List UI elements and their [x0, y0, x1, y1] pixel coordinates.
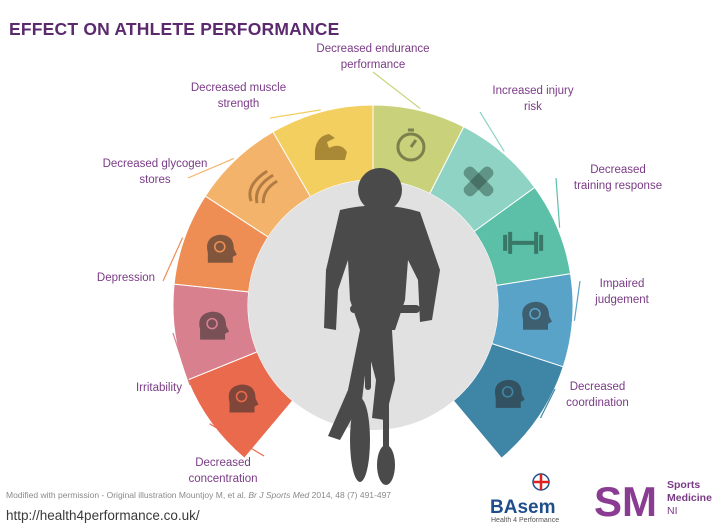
leader-line-muscle: [269, 109, 321, 119]
leader-line-concentration: [209, 423, 265, 457]
dumbbell-icon: [503, 231, 544, 254]
head-spark-icon: [199, 311, 230, 340]
head-cloud-icon: [207, 234, 237, 263]
cyclist-silhouette: [324, 168, 440, 485]
basem-tagline: Health 4 Performance: [491, 517, 560, 524]
leader-line-irritability: [172, 332, 191, 386]
leader-line-coordination: [539, 388, 556, 419]
label-muscle: Decreased muscle strength: [190, 82, 287, 110]
head-question-icon: [522, 301, 552, 330]
credit-line: Modified with permission - Original illu…: [6, 490, 392, 500]
smni-logo-mark: SM: [594, 480, 657, 520]
muscle-fiber-icon: [248, 169, 278, 204]
label-concentration: Decreased concentration: [188, 457, 258, 485]
basem-wordmark: BAsem: [490, 497, 556, 518]
head-network-icon: [494, 379, 525, 408]
label-endurance: Decreased endurance performance: [316, 43, 430, 71]
bandage-cross-icon: [463, 166, 494, 197]
label-injury: Increased injury risk: [492, 85, 574, 113]
smni-mark-text: SM: [594, 480, 657, 520]
segment-icons: [199, 128, 552, 413]
head-eye-icon: [228, 384, 259, 413]
flexed-arm-icon: [314, 134, 347, 161]
label-depression: Depression: [96, 272, 156, 284]
leader-line-depression: [162, 237, 184, 282]
label-training: Decreased training response: [573, 164, 663, 192]
label-glycogen: Decreased glycogen stores: [102, 158, 208, 186]
leader-line-training: [555, 177, 561, 228]
label-judgement: Impaired judgement: [595, 278, 649, 306]
leader-line-glycogen: [187, 157, 235, 179]
stopwatch-icon: [396, 128, 426, 162]
leader-line-judgement: [573, 280, 581, 321]
leader-line-endurance: [372, 71, 421, 110]
leader-lines: [162, 71, 581, 457]
smni-wordmark: Sports Medicine NI: [667, 479, 712, 517]
label-irritability: Irritability: [135, 382, 182, 394]
website-link[interactable]: http://health4performance.co.uk/: [6, 508, 200, 523]
basem-logo: [532, 473, 550, 491]
leader-line-injury: [479, 111, 505, 152]
page-title: EFFECT ON ATHLETE PERFORMANCE: [9, 19, 340, 39]
label-coordination: Decreased coordination: [566, 381, 629, 409]
